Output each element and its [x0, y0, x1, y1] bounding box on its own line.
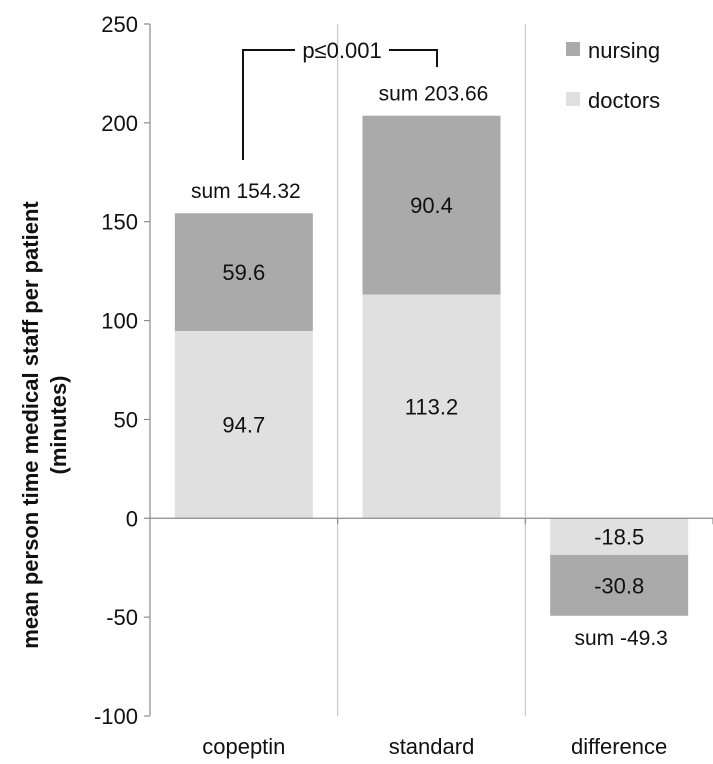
y-axis-title-line1: mean person time medical staff per patie… — [18, 201, 43, 649]
sum-label-copeptin: sum 154.32 — [191, 180, 301, 203]
grid-layer — [337, 24, 526, 716]
y-tick-label: 0 — [126, 506, 138, 531]
data-label-doctors-copeptin: 94.7 — [222, 413, 265, 438]
bar-doctors-standard — [362, 294, 501, 519]
x-category-label-difference: difference — [571, 734, 667, 759]
y-axis-title-line2: (minutes) — [46, 376, 71, 475]
y-tick-label: 50 — [114, 407, 138, 432]
bar-doctors-copeptin — [174, 331, 313, 519]
sum-label-difference: sum -49.3 — [574, 627, 667, 650]
bar-nursing-standard — [362, 115, 501, 295]
legend-swatch-doctors — [566, 92, 580, 106]
significance-annotation: p≤0.001 — [242, 38, 438, 160]
x-category-label-standard: standard — [389, 734, 475, 759]
data-label-nursing-standard: 90.4 — [410, 193, 453, 218]
significance-label: p≤0.001 — [302, 38, 381, 63]
y-tick-label: 150 — [101, 210, 138, 235]
data-label-doctors-difference: -18.5 — [594, 525, 644, 550]
data-label-nursing-copeptin: 59.6 — [222, 260, 265, 285]
legend-label-doctors: doctors — [588, 88, 660, 113]
labels-layer: 94.7 59.6 copeptin sum 154.32 113.2 90.4 stand… — [191, 83, 668, 759]
y-tick-label: 100 — [101, 309, 138, 334]
sum-label-standard: sum 203.66 — [379, 83, 489, 106]
bar-nursing-difference — [550, 554, 689, 616]
bars-layer — [174, 115, 689, 616]
y-axis-title: mean person time medical staff per patie… — [18, 201, 71, 649]
y-tick-label: 250 — [101, 12, 138, 37]
legend-swatch-nursing — [566, 42, 580, 56]
data-label-doctors-standard: 113.2 — [405, 394, 458, 419]
data-label-nursing-difference: -30.8 — [594, 573, 644, 598]
y-tick-label: -50 — [106, 605, 138, 630]
y-tick-label: 200 — [101, 111, 138, 136]
bar-nursing-copeptin — [174, 213, 313, 332]
significance-bracket-left — [242, 49, 295, 160]
significance-bracket-right — [389, 49, 438, 67]
legend-label-nursing: nursing — [588, 38, 660, 63]
x-category-label-copeptin: copeptin — [202, 734, 285, 759]
legend: nursing doctors — [566, 38, 660, 113]
axis-layer: -100 -50 0 50 100 150 200 250 — [94, 12, 713, 729]
bar-doctors-difference — [550, 518, 689, 555]
y-tick-label: -100 — [94, 704, 138, 729]
